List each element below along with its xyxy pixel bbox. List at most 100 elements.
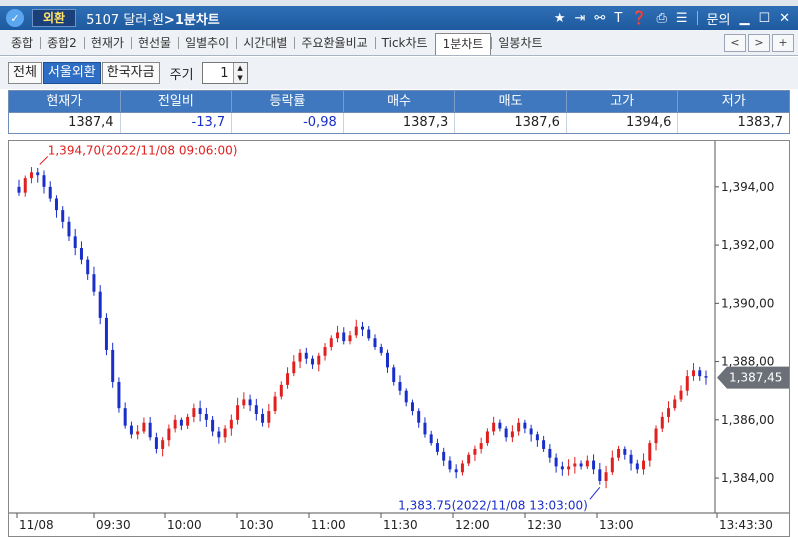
candle-body <box>585 460 589 467</box>
candle-body <box>429 434 433 444</box>
tab-nav: < > + <box>724 33 798 52</box>
candle-body <box>404 390 408 403</box>
candle-body <box>304 352 308 359</box>
candle-body <box>535 434 539 441</box>
candle-body <box>423 422 427 435</box>
star-icon[interactable]: ★ <box>553 10 566 26</box>
add-tab-icon[interactable]: + <box>772 33 794 52</box>
help-icon[interactable]: ❓ <box>631 10 648 26</box>
tab-9[interactable]: 일봉차트 <box>491 33 549 53</box>
candle-body <box>510 431 514 438</box>
candle-body <box>673 399 677 409</box>
segment-button-0[interactable]: 전체 <box>8 62 42 84</box>
tab-7[interactable]: Tick차트 <box>374 33 435 53</box>
candle-body <box>279 384 283 397</box>
candle-body <box>554 457 558 467</box>
quote-value-4: 1387,6 <box>455 113 567 133</box>
quote-header-0: 현재가 <box>9 91 121 112</box>
candle-body <box>229 419 233 429</box>
top-strip <box>0 0 798 6</box>
link-icon[interactable]: ⚯ <box>594 10 606 26</box>
chevron-right-icon[interactable]: > <box>748 33 770 52</box>
candle-body <box>292 361 296 374</box>
candle-body <box>142 422 146 432</box>
candle-body <box>542 440 546 449</box>
tab-3[interactable]: 현선물 <box>130 33 178 53</box>
candle-body <box>560 466 564 470</box>
candle-body <box>29 172 33 179</box>
period-value[interactable]: 1 <box>220 65 229 81</box>
candle-body <box>286 373 290 385</box>
low-arrow <box>589 487 601 500</box>
candle-body <box>579 463 583 467</box>
market-badge[interactable]: 외환 <box>32 9 77 27</box>
x-tick-label-0: 11/08 <box>19 518 54 532</box>
x-tick-label-1: 09:30 <box>96 518 131 532</box>
segment-button-2[interactable]: 한국자금 <box>101 62 160 84</box>
candle-body <box>86 259 90 275</box>
maximize-icon[interactable]: ☐ <box>758 10 771 26</box>
x-tick-label-3: 10:30 <box>239 518 274 532</box>
candle-body <box>36 172 40 176</box>
y-tick-label-2: 1,390,00 <box>721 296 774 310</box>
export-icon[interactable]: ⇥ <box>574 10 586 26</box>
chart-canvas[interactable]: 1,394,00 1,392,00 1,390,00 1,388,00 1,386,00… <box>9 141 789 536</box>
price-chart[interactable]: 1,394,00 1,392,00 1,390,00 1,388,00 1,386,00… <box>8 140 790 537</box>
candle-body <box>167 428 171 441</box>
high-arrow <box>39 156 49 165</box>
tab-0[interactable]: 종합 <box>11 35 34 50</box>
title-toolbar: ★ ⇥ ⚯ T ❓ ⎙ ☰ 문의 ▁ ☐ ✕ <box>554 9 798 28</box>
close-icon[interactable]: ✕ <box>779 10 790 26</box>
candle-body <box>354 326 358 336</box>
candle-body <box>654 428 658 444</box>
candle-body <box>348 335 352 342</box>
candle-body <box>692 370 696 377</box>
candle-body <box>442 451 446 461</box>
current-price-label: 1,387,45 <box>729 371 782 385</box>
print-icon[interactable]: ⎙ <box>656 10 667 26</box>
candle-body <box>417 411 421 423</box>
quote-value-2: -0,98 <box>232 113 344 133</box>
segment-button-1[interactable]: 서울외환 <box>42 62 101 84</box>
stepper-arrows-icon[interactable]: ▲ ▼ <box>232 63 247 83</box>
candle-body <box>698 370 702 377</box>
tab-8[interactable]: 1분차트 <box>434 32 492 55</box>
quote-value-3: 1387,3 <box>344 113 456 133</box>
candle-body <box>379 347 383 353</box>
inquiry-menu[interactable]: 문의 <box>706 12 731 28</box>
candle-body <box>267 411 271 423</box>
candle-body <box>173 419 177 429</box>
candle-body <box>498 422 502 429</box>
tab-5[interactable]: 시간대별 <box>236 33 294 53</box>
candle-body <box>398 381 402 391</box>
candle-body <box>254 405 258 414</box>
divider <box>696 11 698 25</box>
candle-body <box>79 248 83 260</box>
period-stepper[interactable]: 1 ▲ ▼ <box>201 62 248 84</box>
candle-body <box>23 178 27 193</box>
candle-body <box>42 175 46 187</box>
tab-1[interactable]: 종합2 <box>40 33 84 53</box>
candle-body <box>617 448 621 458</box>
minimize-icon[interactable]: ▁ <box>739 10 750 26</box>
list-icon[interactable]: ☰ <box>675 10 688 26</box>
candle-body <box>217 431 221 438</box>
text-icon[interactable]: T <box>614 10 623 26</box>
candle-body <box>373 338 377 348</box>
chevron-left-icon[interactable]: < <box>724 33 746 52</box>
instrument-code: 5107 <box>86 12 120 28</box>
candle-body <box>573 463 577 467</box>
candle-body <box>148 422 152 438</box>
x-tick-label-9: 13:43:30 <box>719 518 773 532</box>
screen-name: 1분차트 <box>174 12 220 28</box>
candle-body <box>261 413 265 423</box>
candle-body <box>642 460 646 470</box>
tab-4[interactable]: 일별추이 <box>178 33 236 53</box>
candle-body <box>460 463 464 473</box>
candle-body <box>48 186 52 199</box>
tab-2[interactable]: 현재가 <box>83 33 131 53</box>
x-tick-label-5: 11:30 <box>383 518 418 532</box>
candle-body <box>129 425 133 435</box>
candle-body <box>61 210 65 222</box>
tab-6[interactable]: 주요환율비교 <box>294 33 374 53</box>
